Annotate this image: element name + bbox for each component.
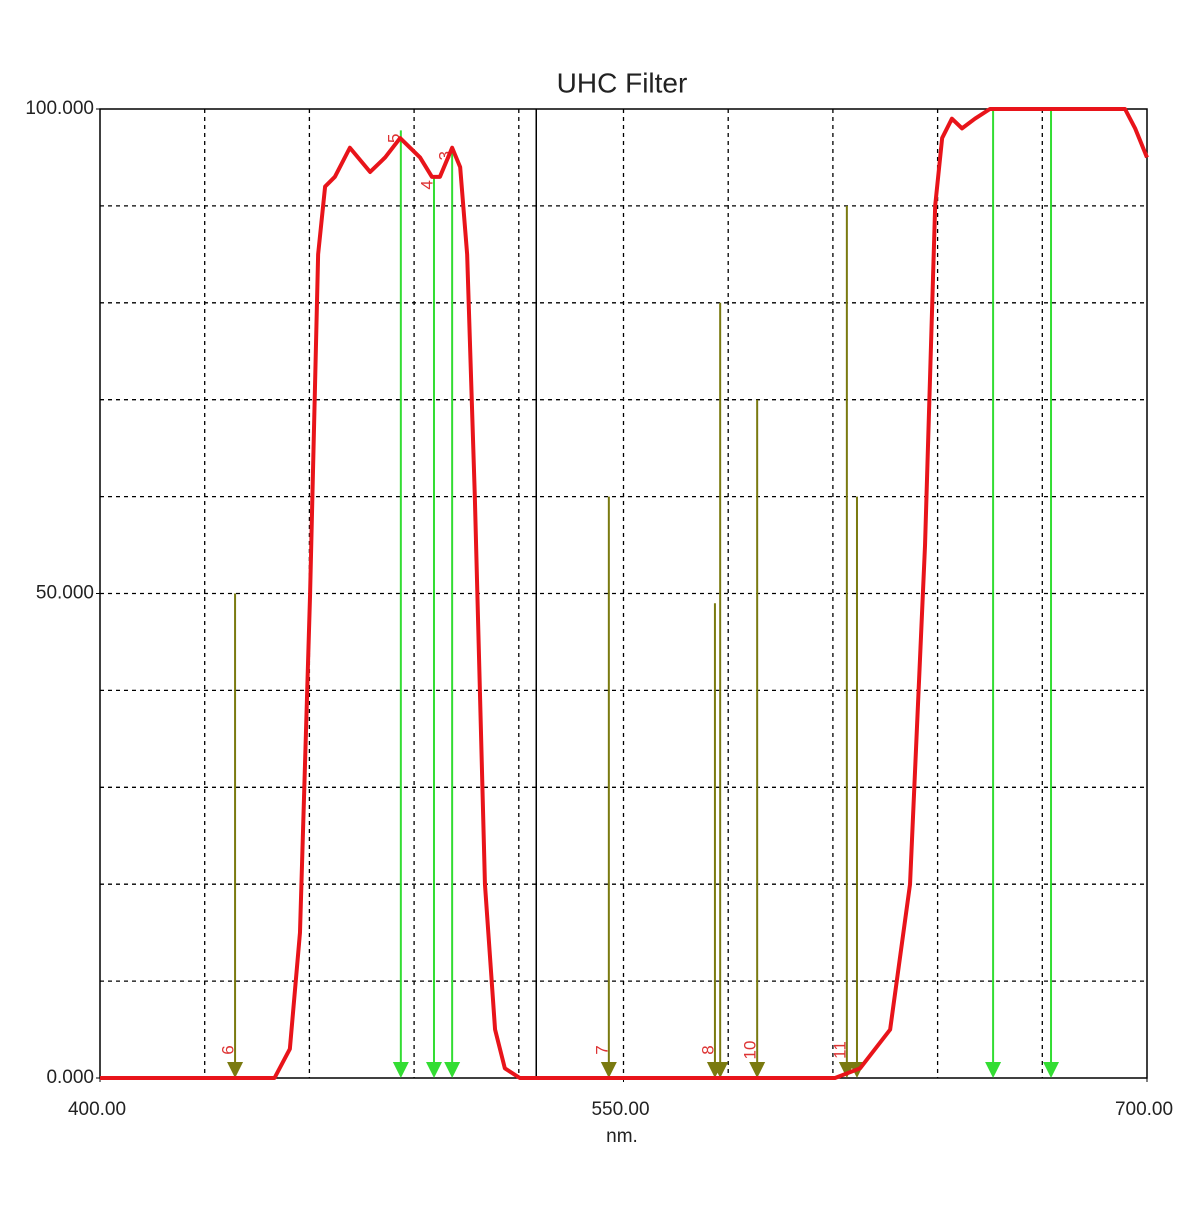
marker-arrow	[838, 1062, 855, 1078]
x-tick-label: 550.00	[591, 1099, 649, 1120]
marker-label: 5	[384, 134, 403, 143]
marker-arrow	[712, 1062, 729, 1078]
marker-label: 10	[741, 1041, 760, 1060]
marker-arrow	[985, 1062, 1002, 1078]
marker-label: 7	[592, 1045, 611, 1054]
chart-title: UHC Filter	[557, 67, 688, 98]
x-tick-label: 400.00	[68, 1099, 126, 1120]
marker-arrow	[392, 1062, 409, 1078]
y-tick-label: 0.000	[46, 1067, 94, 1088]
marker-label: 11	[830, 1041, 849, 1059]
y-tick-label: 100.000	[25, 98, 94, 119]
marker-arrow	[600, 1062, 617, 1078]
marker-arrow	[749, 1062, 766, 1078]
marker-arrow	[444, 1062, 461, 1078]
marker-arrow	[425, 1062, 442, 1078]
marker-label: 6	[219, 1045, 238, 1054]
marker-arrow	[227, 1062, 244, 1078]
y-tick-label: 50.000	[36, 583, 94, 604]
marker-label: 8	[698, 1045, 717, 1054]
marker-label: 3	[436, 151, 455, 160]
marker-arrow	[1043, 1062, 1060, 1078]
x-axis-label: nm.	[606, 1126, 638, 1147]
marker-label: 4	[417, 180, 436, 189]
x-tick-label: 700.00	[1115, 1099, 1173, 1120]
data-line	[100, 107, 1149, 1080]
